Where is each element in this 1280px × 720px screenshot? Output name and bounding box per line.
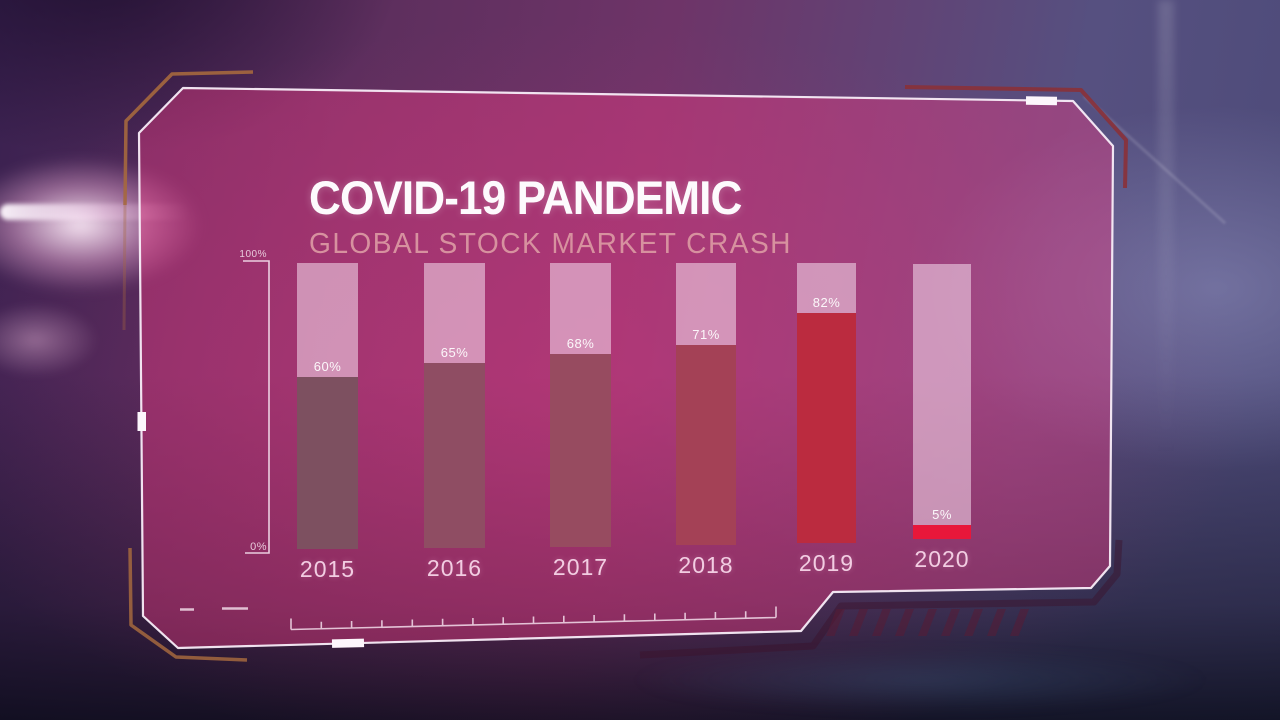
frame-handle-left [137,412,146,431]
y-axis-min-label: 0% [250,541,267,553]
bottom-glow [560,640,1280,720]
bar-category-label: 2015 [299,556,356,582]
bar-value-label: 5% [932,507,952,523]
accent-corner-top-left [123,70,254,206]
hatch-marks [826,609,1029,636]
hatch-mark [826,609,845,636]
hatch-mark [849,609,868,636]
accent-left-fade [122,204,127,331]
bar-fill [913,525,971,539]
accent-corner-top-right [904,85,1128,189]
bar-2019: 82% [797,263,856,543]
y-axis-max-label: 100% [239,249,267,260]
bar-category-label: 2020 [914,546,970,572]
frame-handle-bottom [331,638,365,648]
page-title: COVID-19 PANDEMIC [309,171,742,224]
light-streak-right [1158,0,1174,460]
hatch-mark [941,609,960,636]
bar-value-label: 82% [812,295,841,311]
accent-corner-bottom-left [128,547,248,662]
hatch-mark [872,609,891,636]
panel-glass [139,88,1113,648]
bar-value-label: 65% [440,344,469,360]
bar-category-label: 2017 [552,554,609,580]
lens-flare-streak [0,204,190,220]
hatch-mark [964,609,983,636]
decor-dashes [180,607,248,611]
bar-2017: 68% [550,263,611,547]
bar-fill [297,377,358,549]
hatch-mark [1010,609,1029,636]
bar-category-label: 2019 [798,550,855,576]
hatch-mark [987,609,1006,636]
ruler-ticks [290,606,777,631]
bar-fill [676,344,736,545]
frame-shadow [639,539,1123,659]
bar-value-label: 71% [692,326,720,342]
bar-2016: 65% [424,263,485,548]
bar-2018: 71% [676,263,736,545]
bar-2020: 5% [913,264,971,539]
bar-value-label: 68% [566,335,595,351]
bar-value-label: 60% [313,359,342,375]
frame-handle-top [1025,96,1058,106]
bar-fill [424,362,485,548]
bar-category-label: 2018 [678,552,734,578]
frame-border [137,86,1115,650]
bar-fill [797,313,856,543]
bar-category-label: 2016 [426,555,483,581]
hatch-mark [895,609,914,636]
y-axis [243,260,270,554]
page-subtitle: GLOBAL STOCK MARKET CRASH [309,228,792,260]
hatch-mark [918,609,937,636]
bar-2015: 60% [297,263,358,549]
bar-fill [550,353,611,547]
